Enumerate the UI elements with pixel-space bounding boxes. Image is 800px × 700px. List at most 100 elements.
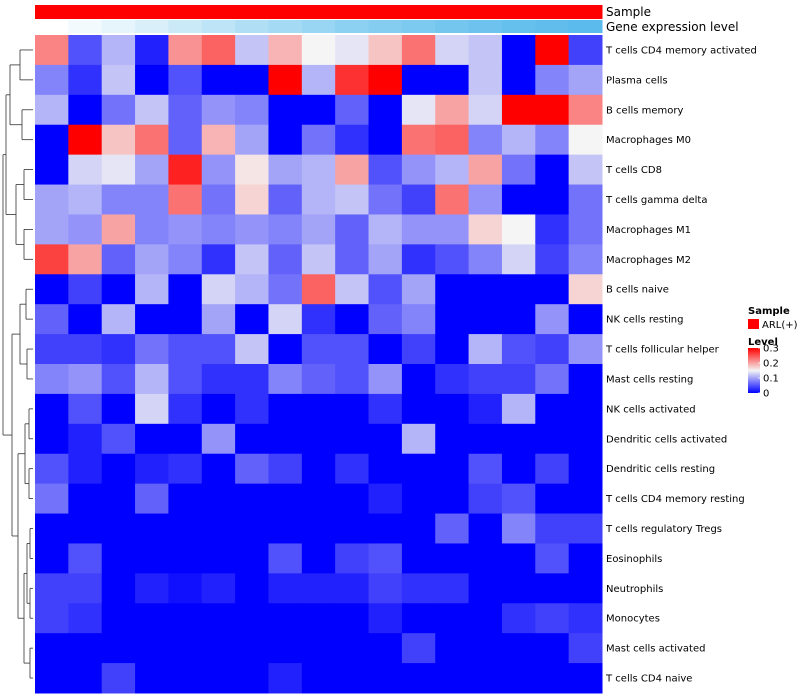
heatmap-cell — [368, 483, 403, 515]
heatmap-cell — [35, 274, 69, 305]
heatmap-cell — [268, 274, 303, 305]
expression-annotation-cell — [568, 20, 603, 33]
heatmap-cell — [201, 603, 236, 634]
heatmap-cell — [68, 393, 103, 425]
heatmap-cell — [535, 244, 570, 275]
heatmap-cell — [568, 573, 603, 604]
heatmap-cell — [235, 304, 269, 335]
heatmap-cell — [201, 274, 236, 305]
heatmap-cell — [101, 423, 136, 455]
heatmap-cell — [568, 154, 603, 186]
heatmap-cell — [568, 603, 603, 634]
heatmap-cell — [468, 393, 503, 425]
heatmap-cell — [268, 543, 303, 574]
heatmap-cell — [168, 633, 203, 664]
heatmap-cell — [368, 393, 403, 425]
heatmap-cell — [68, 124, 103, 156]
heatmap-cell — [468, 423, 503, 455]
heatmap-cell — [335, 543, 370, 574]
heatmap-cell — [68, 543, 103, 574]
heatmap-cell — [468, 184, 503, 215]
heatmap-cell — [235, 364, 269, 395]
heatmap-cell — [268, 304, 303, 335]
heatmap-cell — [435, 124, 470, 156]
heatmap-cell — [168, 184, 203, 215]
heatmap-cell — [501, 35, 536, 66]
row-label: Plasma cells — [606, 75, 668, 86]
heatmap-cell — [468, 663, 503, 694]
heatmap-cell — [468, 364, 503, 395]
heatmap-cell — [568, 513, 603, 544]
heatmap-cell — [101, 513, 136, 544]
heatmap-cell — [235, 64, 269, 96]
heatmap-cell — [135, 184, 169, 215]
legend: Sample ARL(+) Level 0.3 0.2 0.1 0 — [748, 306, 798, 400]
legend-sample-swatch — [748, 319, 759, 329]
heatmap-cell — [168, 244, 203, 275]
heatmap-cell — [68, 35, 103, 66]
heatmap-cell — [168, 154, 203, 186]
row-label: T cells gamma delta — [605, 195, 707, 206]
heatmap-cell — [435, 364, 470, 395]
heatmap-cell — [168, 423, 203, 455]
heatmap-cell — [268, 94, 303, 126]
heatmap-cell — [301, 274, 336, 305]
heatmap-cell — [68, 483, 103, 515]
row-label: T cells regulatory Tregs — [605, 524, 722, 535]
row-label: Dendritic cells resting — [606, 464, 715, 475]
heatmap-cell — [568, 274, 603, 305]
heatmap-cell — [535, 214, 570, 245]
heatmap-cell — [135, 94, 169, 126]
row-label: Mast cells activated — [606, 644, 705, 655]
heatmap-cell — [201, 364, 236, 395]
sample-annotation-cell — [35, 5, 69, 19]
heatmap-cell — [435, 633, 470, 664]
heatmap-cell — [135, 573, 169, 604]
heatmap-cell — [35, 603, 69, 634]
heatmap-cell — [68, 663, 103, 694]
heatmap-cell — [335, 364, 370, 395]
heatmap-cell — [368, 184, 403, 215]
heatmap-cell — [568, 124, 603, 156]
heatmap-cell — [35, 364, 69, 395]
heatmap-cell — [335, 274, 370, 305]
heatmap-cell — [201, 184, 236, 215]
heatmap-cell — [301, 124, 336, 156]
heatmap-cell — [368, 663, 403, 694]
heatmap-cell — [201, 244, 236, 275]
heatmap-cell — [35, 184, 69, 215]
heatmap-cell — [268, 334, 303, 365]
sample-annotation-cell — [435, 5, 470, 19]
heatmap-cell — [501, 334, 536, 365]
heatmap-cell — [35, 513, 69, 544]
heatmap-cell — [568, 244, 603, 275]
heatmap-cell — [135, 35, 169, 66]
heatmap-cell — [335, 244, 370, 275]
heatmap-cell — [168, 274, 203, 305]
annotation-bars — [35, 5, 603, 33]
heatmap-cell — [335, 453, 370, 485]
heatmap-cell — [468, 633, 503, 664]
heatmap-cell — [568, 453, 603, 485]
heatmap-cell — [301, 633, 336, 664]
expression-annotation-cell — [68, 20, 103, 33]
heatmap-cell — [501, 393, 536, 425]
heatmap-cell — [235, 423, 269, 455]
heatmap-cell — [335, 663, 370, 694]
heatmap-cell — [168, 483, 203, 515]
heatmap-cell — [35, 453, 69, 485]
heatmap-cell — [535, 94, 570, 126]
heatmap-cell — [468, 244, 503, 275]
heatmap-cell — [235, 124, 269, 156]
heatmap-cell — [35, 94, 69, 126]
heatmap-cell — [201, 304, 236, 335]
heatmap-cell — [301, 364, 336, 395]
heatmap-cell — [301, 663, 336, 694]
row-label: NK cells activated — [606, 404, 696, 415]
heatmap-cell — [401, 603, 436, 634]
heatmap-cell — [468, 334, 503, 365]
heatmap-cell — [335, 483, 370, 515]
heatmap-cell — [568, 483, 603, 515]
heatmap-cell — [368, 154, 403, 186]
heatmap-cell — [268, 423, 303, 455]
